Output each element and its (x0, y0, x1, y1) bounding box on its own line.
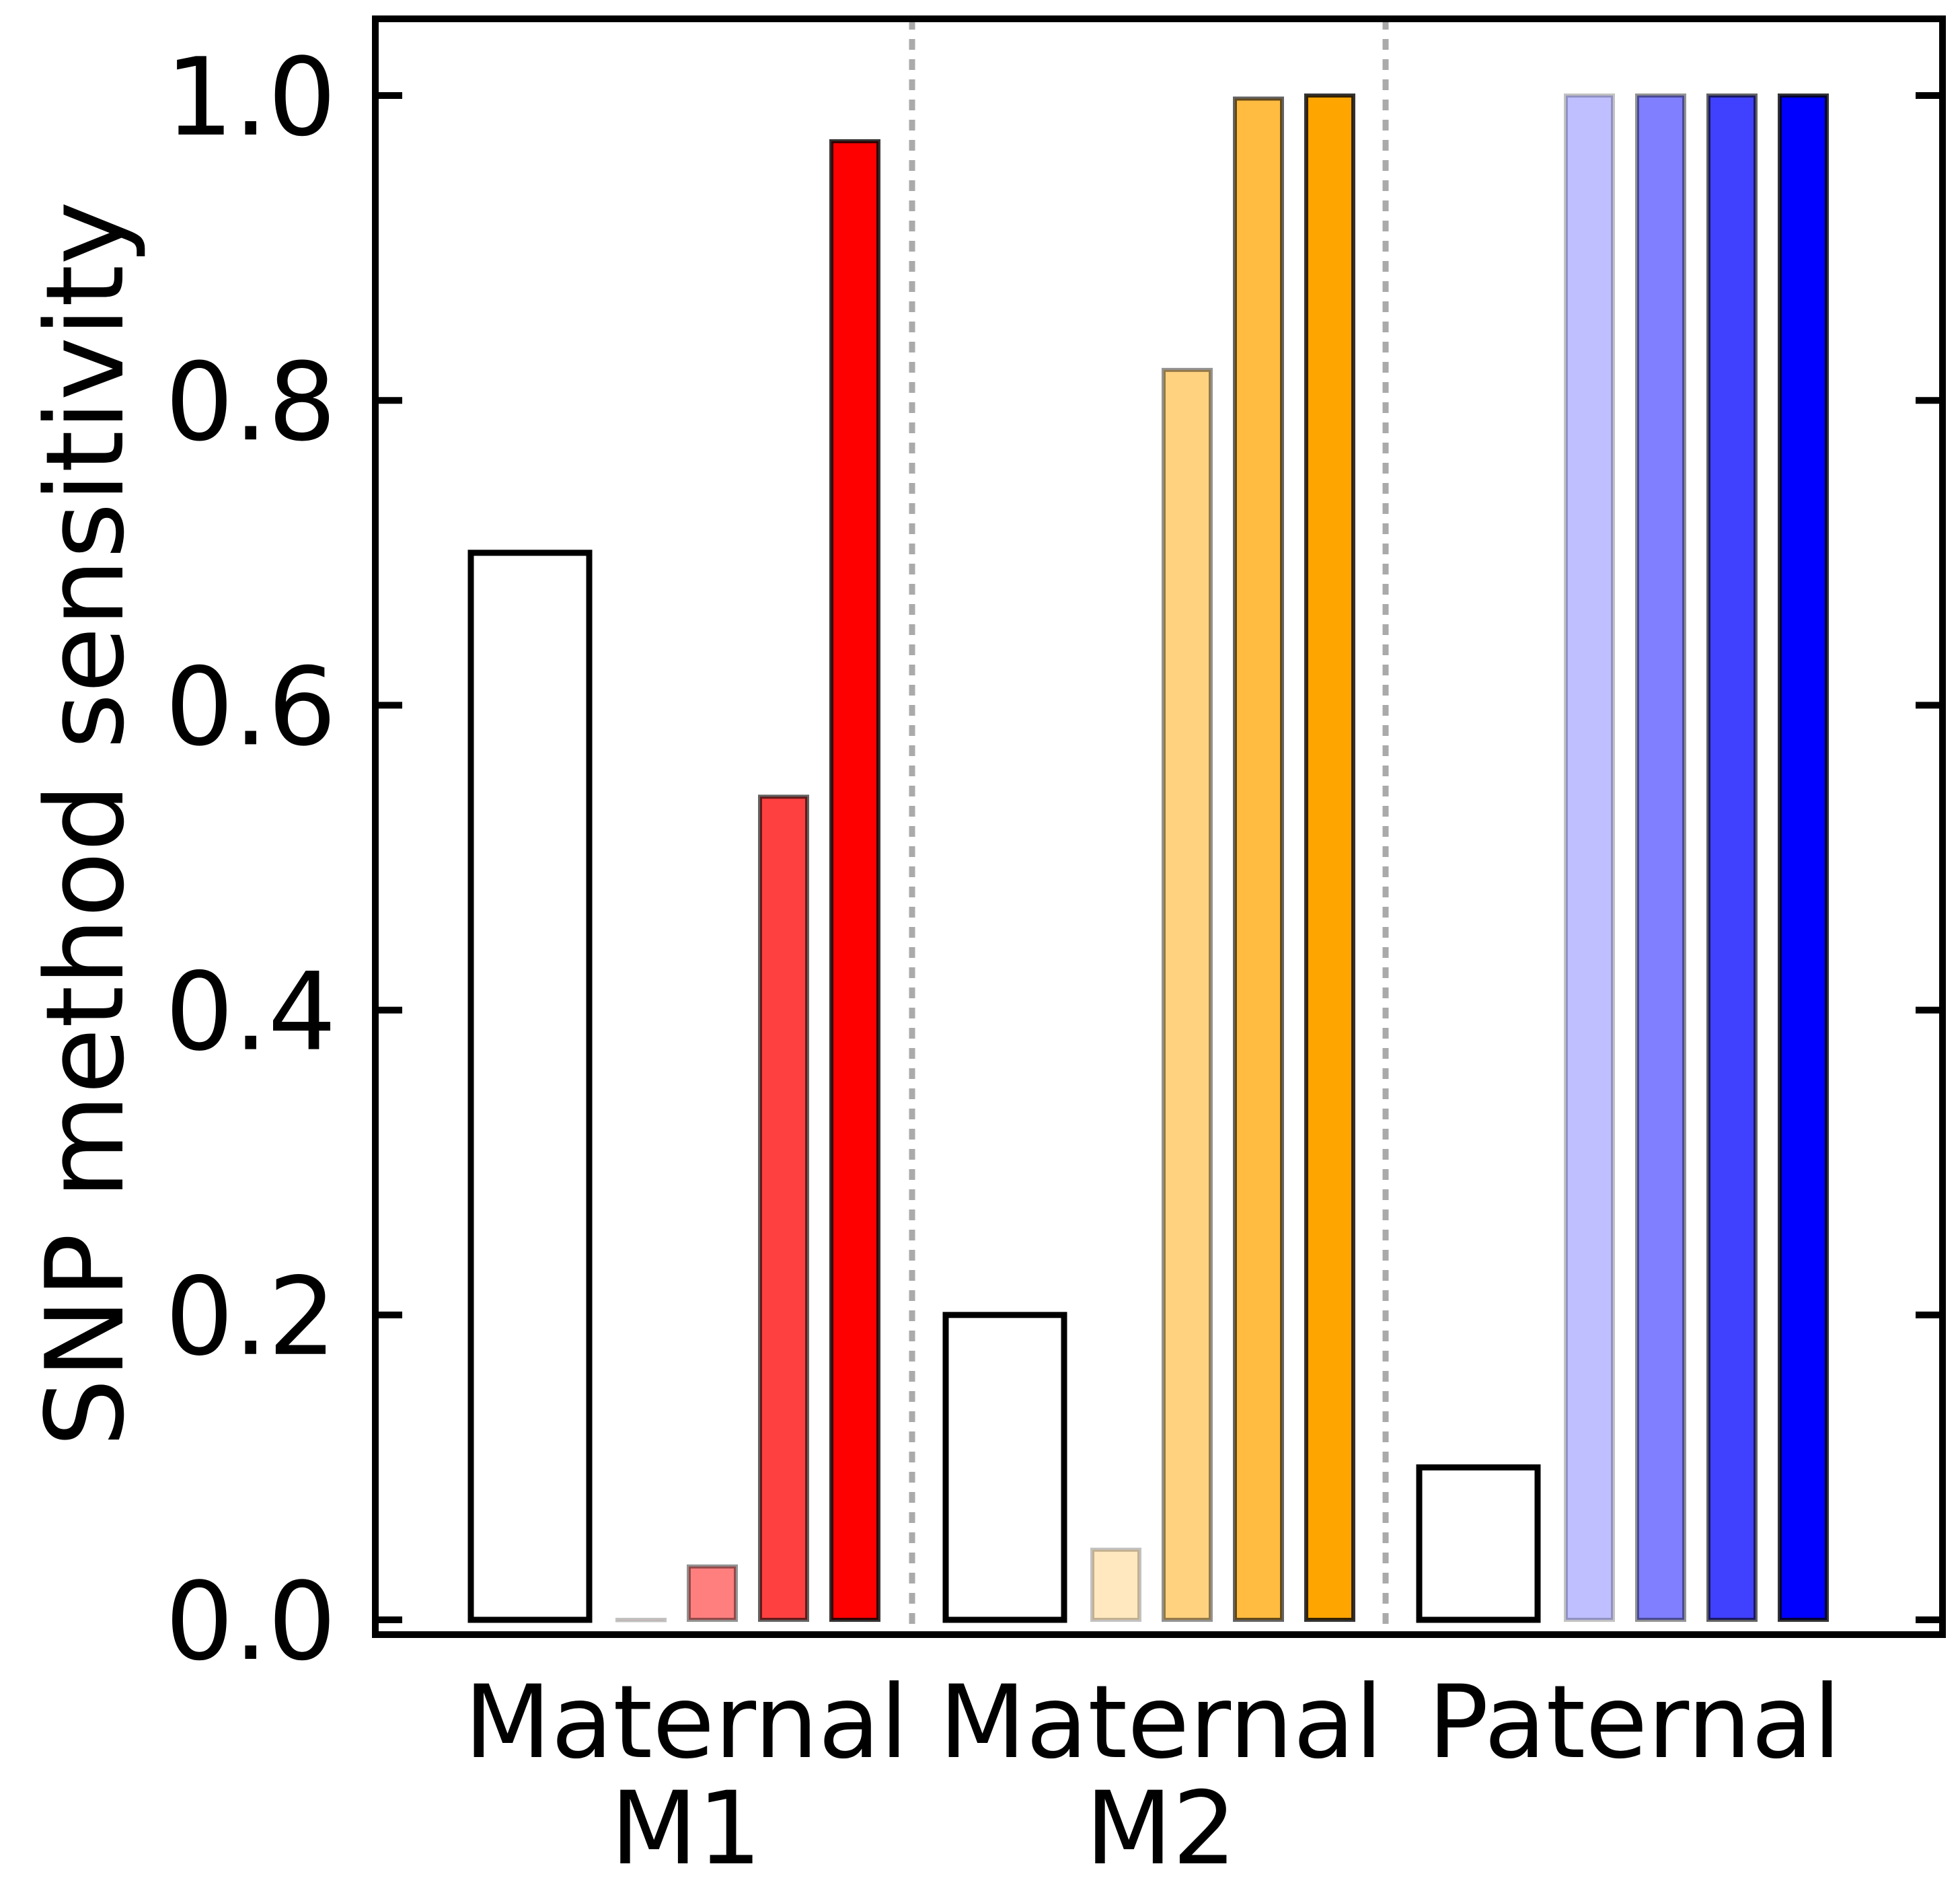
plot-frame (372, 15, 1946, 1638)
y-tick-label: 0.8 (165, 339, 336, 465)
bar (1635, 94, 1686, 1622)
bar (1564, 94, 1615, 1622)
bar (829, 139, 880, 1623)
bar (687, 1564, 738, 1622)
category-sublabel: M1 (611, 1770, 762, 1888)
bar (1778, 94, 1829, 1622)
reference-bar (942, 1312, 1067, 1623)
axes (372, 15, 1946, 1638)
bar (1706, 94, 1758, 1622)
bars-layer (467, 94, 1829, 1623)
y-tick-label: 0.4 (165, 949, 336, 1075)
y-tick-label: 0.6 (165, 644, 336, 770)
bar (1090, 1547, 1141, 1622)
y-tick-label: 0.2 (165, 1254, 336, 1380)
bar (1233, 96, 1284, 1623)
bar (1162, 367, 1213, 1622)
category-sublabel: M2 (1086, 1770, 1237, 1888)
category-label: Maternal (939, 1664, 1383, 1781)
y-tick-label: 1.0 (165, 34, 336, 160)
y-tick-label: 0.0 (165, 1559, 336, 1684)
bar (1304, 94, 1355, 1622)
reference-bar (1416, 1464, 1541, 1623)
category-label: Paternal (1428, 1664, 1841, 1781)
axis-labels: MaternalM1MaternalM2Paternal0.00.20.40.6… (22, 34, 1841, 1888)
reference-bar (467, 550, 593, 1623)
category-label: Maternal (464, 1664, 908, 1781)
group-separators (909, 19, 1389, 1635)
y-axis-title: SNP method sensitivity (22, 201, 148, 1447)
bar (758, 794, 809, 1622)
